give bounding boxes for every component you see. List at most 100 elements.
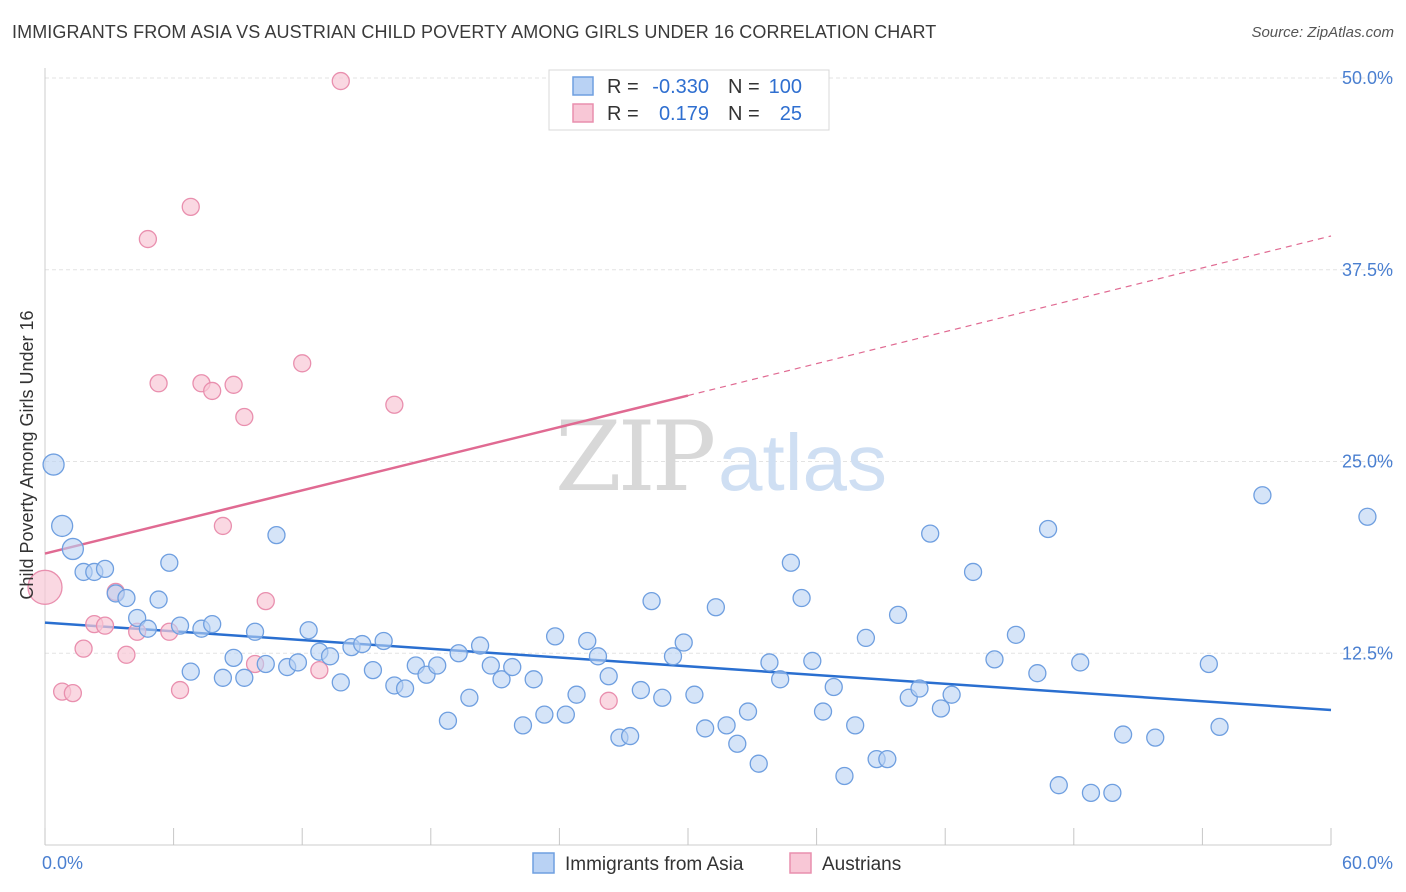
point-asia-54 (620, 726, 640, 746)
point-austrians-18 (235, 407, 254, 427)
x-tick-label-1: 60.0% (1342, 853, 1393, 873)
point-austrians-0 (27, 569, 63, 605)
point-austrians-2 (63, 683, 83, 703)
point-asia-39 (460, 688, 479, 707)
point-austrians-7 (117, 645, 136, 664)
legend-n-value-1: 100 (769, 76, 802, 98)
point-austrians-25 (599, 691, 618, 710)
y-tick-label-2: 37.5% (1342, 260, 1393, 280)
point-asia-52 (599, 667, 618, 686)
point-asia-24 (299, 621, 318, 640)
point-asia-63 (717, 716, 736, 735)
point-austrians-3 (74, 639, 93, 658)
point-asia-17 (224, 648, 243, 668)
point-asia-92 (1081, 783, 1101, 802)
trend-line-austrians-extension (687, 235, 1332, 397)
chart-title: IMMIGRANTS FROM ASIA VS AUSTRIAN CHILD P… (12, 22, 937, 42)
point-asia-84 (942, 685, 961, 704)
legend-n-label-2: N = (728, 103, 760, 125)
point-asia-55 (631, 680, 650, 700)
point-asia-31 (374, 631, 393, 651)
point-austrians-22 (310, 660, 329, 680)
point-asia-45 (524, 670, 543, 689)
point-asia-62 (706, 598, 726, 617)
point-asia-90 (1049, 776, 1068, 795)
point-asia-59 (674, 633, 693, 652)
point-asia-79 (888, 605, 908, 625)
point-austrians-23 (331, 71, 350, 91)
point-asia-81 (910, 679, 929, 698)
legend-swatch-blue (572, 76, 594, 96)
legend-box: R = -0.330 N = 100 R = 0.179 N = 25 (548, 69, 830, 131)
y-tick-label-0: 12.5% (1342, 643, 1393, 663)
legend-r-value-1: -0.330 (652, 76, 709, 98)
point-asia-86 (985, 650, 1004, 669)
point-austrians-15 (203, 381, 222, 401)
point-asia-29 (353, 634, 372, 654)
point-asia-94 (1113, 725, 1133, 744)
y-tick-label-3: 50.0% (1342, 68, 1393, 88)
y-tick-labels: 12.5% 25.0% 37.5% 50.0% (1342, 68, 1393, 663)
point-asia-5 (95, 559, 115, 579)
point-asia-71 (803, 651, 822, 671)
point-asia-15 (203, 614, 222, 634)
point-asia-87 (1006, 625, 1026, 644)
point-asia-56 (642, 591, 661, 611)
bottom-legend: Immigrants from Asia Austrians (532, 852, 901, 875)
point-asia-96 (1199, 654, 1218, 674)
point-asia-10 (149, 590, 168, 609)
grid-lines (45, 77, 1395, 654)
trend-line-austrians (44, 394, 689, 555)
point-asia-68 (771, 670, 790, 689)
point-asia-60 (685, 685, 704, 704)
point-asia-95 (1146, 728, 1165, 747)
point-asia-82 (921, 524, 940, 543)
point-austrians-12 (170, 680, 190, 700)
point-asia-67 (760, 653, 779, 672)
source-label: Source: ZipAtlas.com (1251, 24, 1394, 41)
point-asia-66 (749, 754, 768, 773)
watermark: ZIP atlas (555, 401, 887, 513)
point-austrians-10 (149, 374, 168, 393)
point-asia-78 (878, 749, 897, 769)
point-asia-89 (1038, 519, 1058, 539)
axes (44, 68, 1332, 846)
point-asia-0 (42, 453, 65, 476)
legend-r-label-2: R = (607, 103, 639, 125)
point-asia-7 (117, 588, 136, 608)
point-asia-48 (556, 705, 575, 724)
point-asia-40 (470, 636, 490, 655)
point-asia-11 (160, 553, 179, 572)
point-asia-19 (245, 622, 265, 641)
point-asia-42 (492, 670, 511, 689)
point-asia-30 (363, 660, 383, 680)
point-asia-12 (170, 616, 190, 635)
point-asia-85 (963, 562, 983, 582)
point-asia-98 (1253, 486, 1272, 505)
point-asia-18 (235, 668, 254, 687)
point-austrians-5 (95, 616, 115, 635)
point-asia-8 (128, 608, 147, 628)
point-asia-88 (1028, 664, 1047, 683)
point-asia-58 (663, 647, 683, 666)
legend-n-value-2: 25 (780, 103, 802, 125)
x-tick-labels: 0.0% 60.0% (42, 853, 1393, 873)
bottom-legend-label-asia: Immigrants from Asia (565, 854, 744, 875)
point-austrians-16 (213, 516, 233, 536)
x-tick-label-0: 0.0% (42, 853, 83, 873)
bottom-legend-swatch-pink (789, 852, 812, 874)
point-austrians-17 (224, 375, 243, 394)
point-asia-36 (428, 656, 447, 675)
point-asia-50 (578, 631, 597, 651)
point-asia-20 (256, 654, 275, 674)
point-asia-51 (588, 647, 608, 666)
point-asia-76 (856, 628, 876, 648)
point-asia-57 (653, 688, 672, 707)
y-axis-label: Child Poverty Among Girls Under 16 (17, 310, 37, 599)
legend-r-value-2: 0.179 (659, 103, 709, 125)
point-asia-61 (695, 719, 715, 738)
point-asia-93 (1103, 783, 1122, 802)
point-asia-23 (288, 653, 308, 672)
point-asia-47 (545, 627, 565, 646)
point-asia-64 (728, 734, 747, 753)
